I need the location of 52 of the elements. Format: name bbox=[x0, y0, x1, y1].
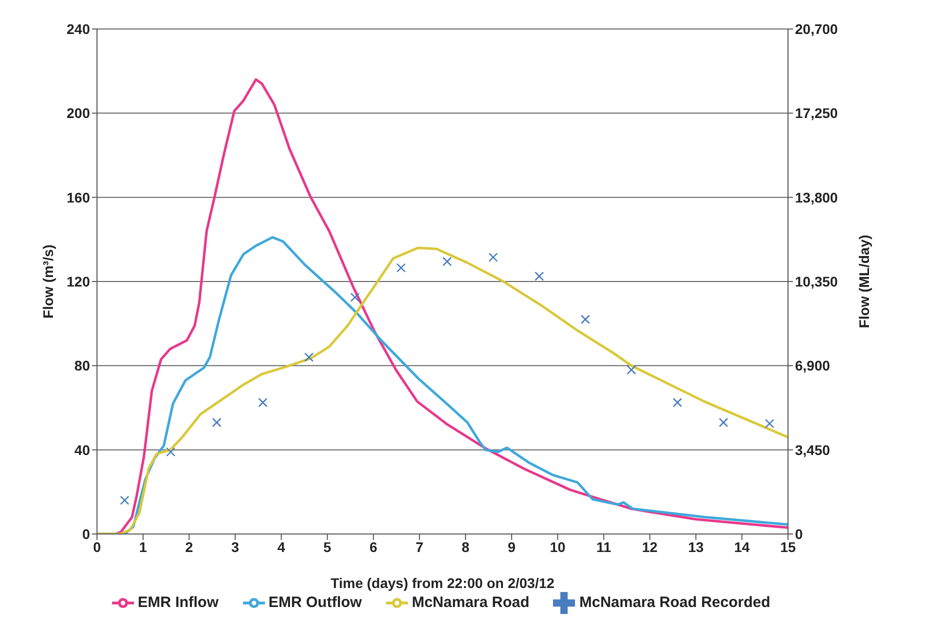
legend-label: McNamara Road Recorded bbox=[579, 594, 770, 611]
legend-label: EMR Inflow bbox=[138, 594, 219, 611]
x-tick-label: 7 bbox=[416, 538, 424, 555]
point bbox=[442, 256, 452, 266]
x-tick-label: 2 bbox=[185, 538, 194, 555]
y2-tick-label: 0 bbox=[795, 526, 803, 542]
point bbox=[718, 418, 728, 428]
x-tick-label: 14 bbox=[734, 538, 750, 555]
legend-label: McNamara Road bbox=[412, 594, 530, 611]
point bbox=[672, 398, 682, 408]
x-tick-label: 13 bbox=[688, 538, 704, 555]
x-tick-label: 11 bbox=[596, 538, 612, 555]
x-tick-label: 9 bbox=[508, 538, 516, 555]
point bbox=[258, 398, 268, 408]
x-tick-label: 10 bbox=[550, 538, 566, 555]
y-tick-label: 240 bbox=[66, 20, 90, 37]
point bbox=[120, 496, 130, 505]
point bbox=[764, 418, 774, 428]
point bbox=[488, 252, 498, 262]
point bbox=[534, 272, 544, 281]
legend-label: EMR Outflow bbox=[268, 594, 362, 611]
x-axis-title: Time (days) from 22:00 on 2/03/12 bbox=[330, 575, 555, 591]
point bbox=[350, 292, 360, 302]
x-tick-label: 4 bbox=[277, 538, 286, 555]
y2-tick-label: 20,700 bbox=[795, 20, 838, 37]
y-tick-label: 160 bbox=[66, 189, 90, 206]
x-tick-label: 5 bbox=[323, 538, 332, 555]
y2-tick-label: 6,900 bbox=[795, 358, 830, 374]
x-tick-label: 0 bbox=[93, 538, 102, 555]
point bbox=[626, 365, 636, 375]
x-tick-label: 6 bbox=[370, 538, 378, 555]
x-tick-label: 3 bbox=[231, 538, 240, 555]
point bbox=[212, 418, 222, 428]
y2-tick-label: 13,800 bbox=[795, 189, 838, 206]
y-tick-label: 200 bbox=[66, 105, 90, 122]
y-axis-title: Flow (m³/s) bbox=[40, 244, 56, 318]
y-tick-label: 80 bbox=[74, 358, 90, 374]
y-tick-label: 120 bbox=[66, 273, 90, 290]
y-tick-label: 0 bbox=[82, 526, 90, 542]
y2-axis-title: Flow (ML/day) bbox=[856, 234, 872, 328]
x-tick-label: 1 bbox=[139, 538, 148, 555]
point bbox=[580, 314, 590, 324]
point bbox=[304, 352, 314, 362]
y2-tick-label: 3,450 bbox=[795, 442, 830, 458]
x-tick-label: 15 bbox=[780, 538, 796, 555]
y2-tick-label: 17,250 bbox=[795, 105, 838, 122]
y2-tick-label: 10,350 bbox=[795, 273, 838, 290]
x-tick-label: 8 bbox=[462, 538, 470, 555]
point bbox=[396, 263, 406, 272]
x-tick-label: 12 bbox=[642, 538, 658, 555]
y-tick-label: 40 bbox=[74, 442, 90, 458]
point bbox=[166, 447, 176, 457]
